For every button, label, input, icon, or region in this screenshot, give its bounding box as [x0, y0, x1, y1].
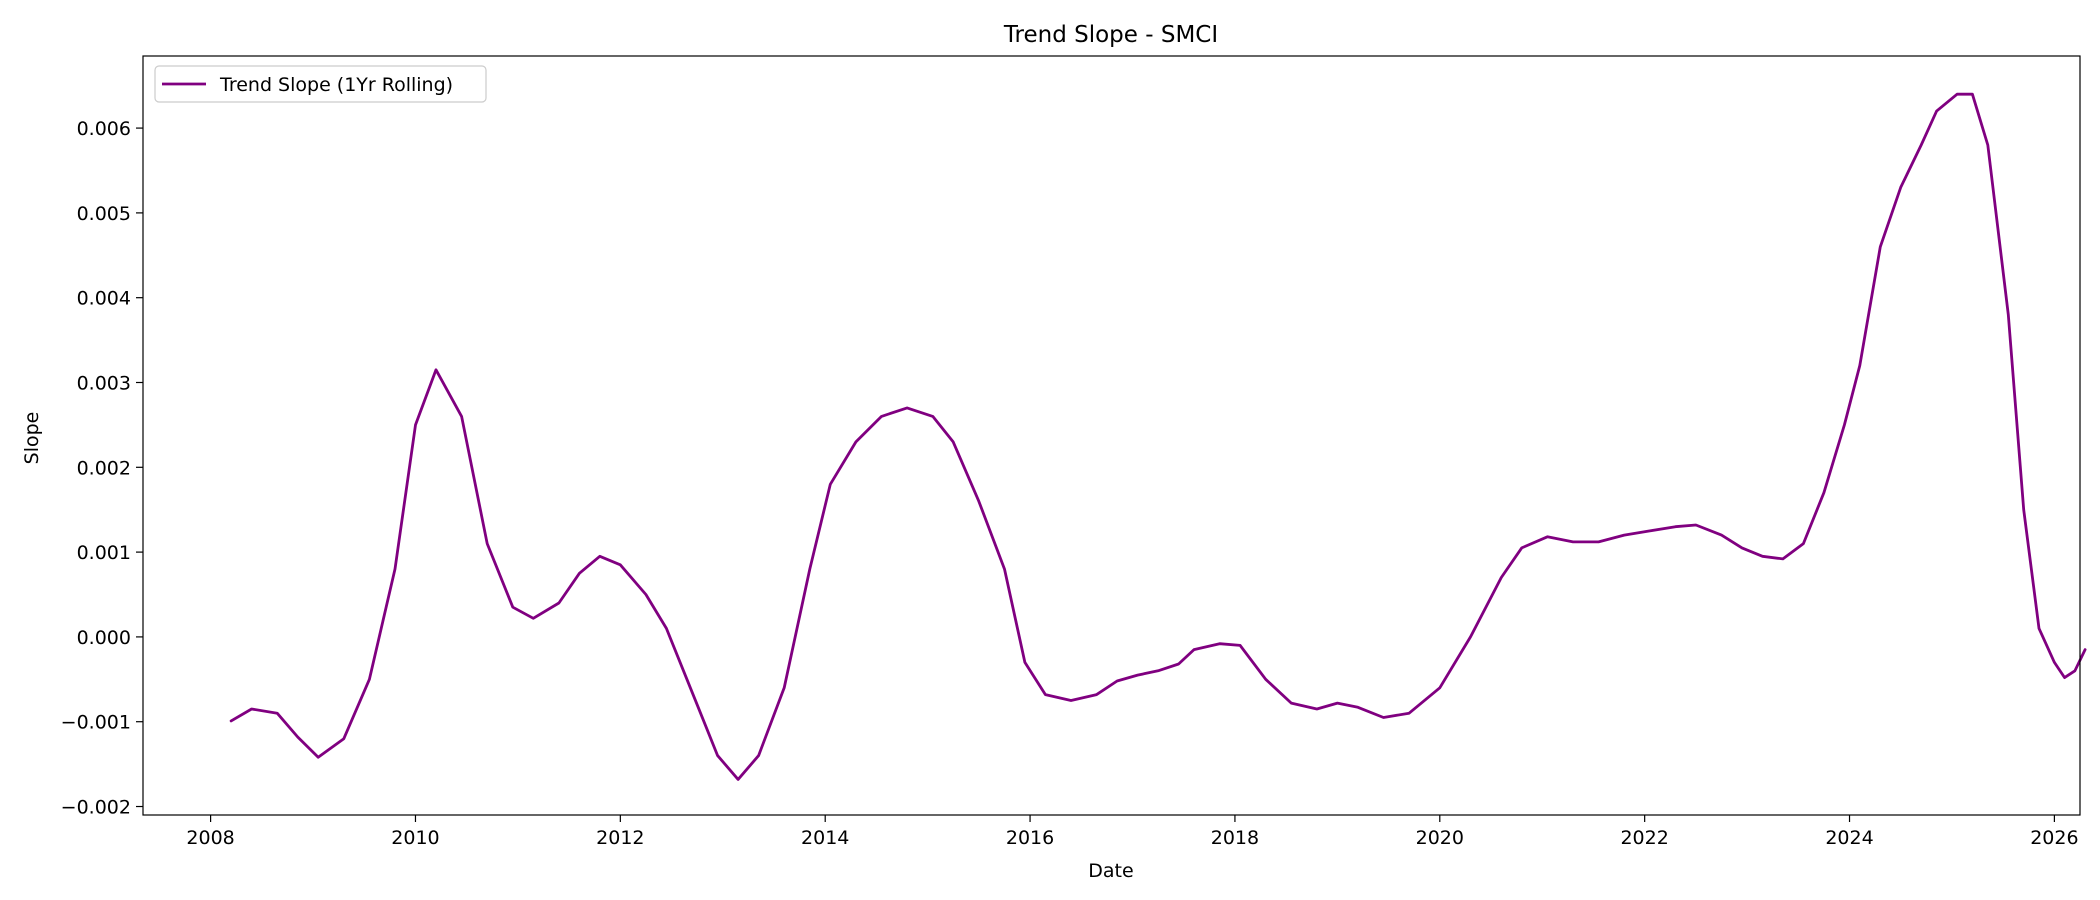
x-axis-label: Date	[1088, 860, 1133, 882]
y-axis-label: Slope	[21, 412, 43, 465]
x-tick-label: 2024	[1825, 827, 1873, 849]
x-tick-label: 2010	[391, 827, 439, 849]
y-tick-label: 0.006	[77, 118, 131, 140]
y-tick-label: 0.002	[77, 457, 131, 479]
y-tick-label: 0.001	[77, 542, 131, 564]
y-tick-label: −0.001	[61, 712, 131, 734]
plot-area: 2008 2010 2012 2014 2016 2018 2020 2022 2024 2026…	[61, 55, 2087, 849]
legend-box	[154, 65, 487, 103]
x-tick-label: 2016	[1006, 827, 1054, 849]
x-tick-label: 2020	[1416, 827, 1464, 849]
series-line-0	[229, 92, 2087, 781]
x-tick-label: 2022	[1620, 827, 1668, 849]
plot-frame	[142, 55, 2081, 816]
x-tick-label: 2018	[1211, 827, 1259, 849]
y-tick-label: 0.005	[77, 203, 131, 225]
y-tick-label: 0.000	[77, 627, 131, 649]
chart-title: Trend Slope - SMCI	[1003, 22, 1218, 48]
x-tick-label: 2012	[596, 827, 644, 849]
y-tick-label: 0.004	[77, 288, 131, 310]
y-tick-label: −0.002	[61, 797, 131, 819]
legend: Trend Slope (1Yr Rolling)	[154, 65, 487, 103]
x-tick-label: 2026	[2030, 827, 2078, 849]
x-tick-label: 2008	[186, 827, 234, 849]
y-tick-label: 0.003	[77, 372, 131, 394]
x-tick-label: 2014	[801, 827, 849, 849]
legend-label: Trend Slope (1Yr Rolling)	[219, 74, 453, 96]
